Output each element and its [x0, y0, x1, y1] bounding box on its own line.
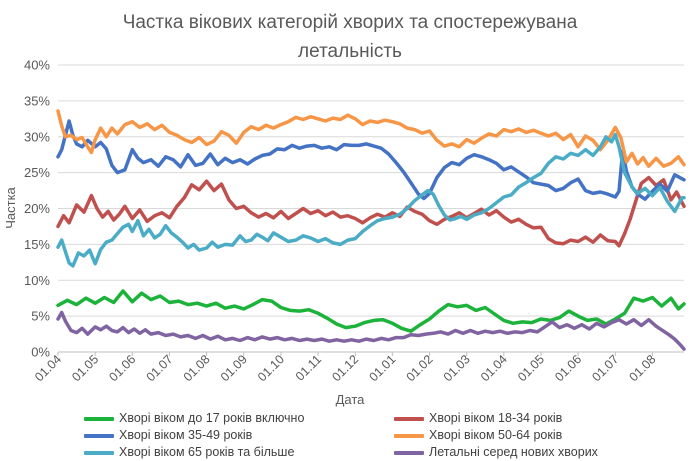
legend-item: Летальні серед нових хворих	[394, 444, 598, 460]
y-tick-label: 15%	[24, 237, 50, 252]
y-tick-label: 10%	[24, 273, 50, 288]
series-line-3	[56, 119, 686, 201]
x-tick-label: 01.07	[589, 352, 621, 384]
legend-label: Хворі віком до 17 років включно	[119, 411, 305, 425]
series-line-4	[56, 109, 686, 168]
y-tick-label: 40%	[24, 58, 50, 73]
series-line-6	[56, 310, 686, 351]
y-tick-label: 30%	[24, 129, 50, 144]
series-line-5	[56, 132, 686, 268]
y-tick-label: 20%	[24, 201, 50, 216]
y-tick-label: 0%	[31, 345, 50, 360]
legend-swatch	[394, 450, 424, 455]
x-tick-label: 01.04	[478, 352, 510, 384]
y-tick-label: 25%	[24, 165, 50, 180]
legend-swatch	[84, 416, 114, 421]
chart-title-line-2: летальність	[298, 41, 402, 62]
y-axis-ticks: 0% 5% 10% 15% 20% 25% 30% 35% 40%	[24, 58, 50, 360]
legend-swatch	[394, 416, 424, 421]
y-tick-label: 35%	[24, 93, 50, 108]
x-tick-label: 01.06	[106, 352, 138, 384]
x-tick-label: 01.05	[515, 352, 547, 384]
legend-label: Летальні серед нових хворих	[429, 445, 598, 459]
legend-item: Хворі віком 50-64 років	[394, 427, 562, 443]
x-axis-title: Дата	[336, 392, 366, 407]
x-tick-label: 01.05	[69, 352, 101, 384]
x-tick-label: 01.08	[627, 352, 659, 384]
series-lines	[56, 109, 686, 351]
chart-title-line-1: Частка вікових категорій хворих та спост…	[122, 12, 578, 33]
gridlines	[58, 64, 684, 353]
legend-item: Хворі віком до 17 років включно	[84, 410, 304, 426]
x-tick-label: 01.07	[144, 352, 176, 384]
x-axis-ticks: 01.04 01.05 01.06 01.07 01.08 01.09 01.10 01.11…	[32, 352, 659, 384]
x-tick-label: 01.12	[329, 352, 361, 384]
y-tick-label: 5%	[31, 309, 50, 324]
legend-label: Хворі віком 50-64 років	[429, 428, 563, 442]
legend-swatch	[394, 433, 424, 438]
series-line-1	[56, 289, 686, 333]
x-tick-label: 01.06	[552, 352, 584, 384]
series-line-2	[56, 175, 686, 248]
x-tick-label: 01.11	[293, 352, 324, 383]
y-axis-title: Частка	[3, 186, 18, 228]
legend-item: Хворі віком 65 років та більше	[84, 444, 294, 460]
legend-swatch	[84, 450, 114, 455]
legend-label: Хворі віком 65 років та більше	[119, 445, 295, 459]
legend-item: Хворі віком 18-34 років	[394, 410, 562, 426]
x-tick-label: 01.10	[255, 352, 287, 384]
x-tick-label: 01.02	[404, 352, 436, 384]
legend-label: Хворі віком 35-49 років	[119, 428, 253, 442]
x-tick-label: 01.09	[218, 352, 250, 384]
x-tick-label: 01.08	[181, 352, 213, 384]
x-tick-label: 01.03	[441, 352, 473, 384]
legend-label: Хворі віком 18-34 років	[429, 411, 563, 425]
x-tick-label: 01.01	[366, 352, 398, 384]
legend-item: Хворі віком 35-49 років	[84, 427, 252, 443]
legend-swatch	[84, 433, 114, 438]
